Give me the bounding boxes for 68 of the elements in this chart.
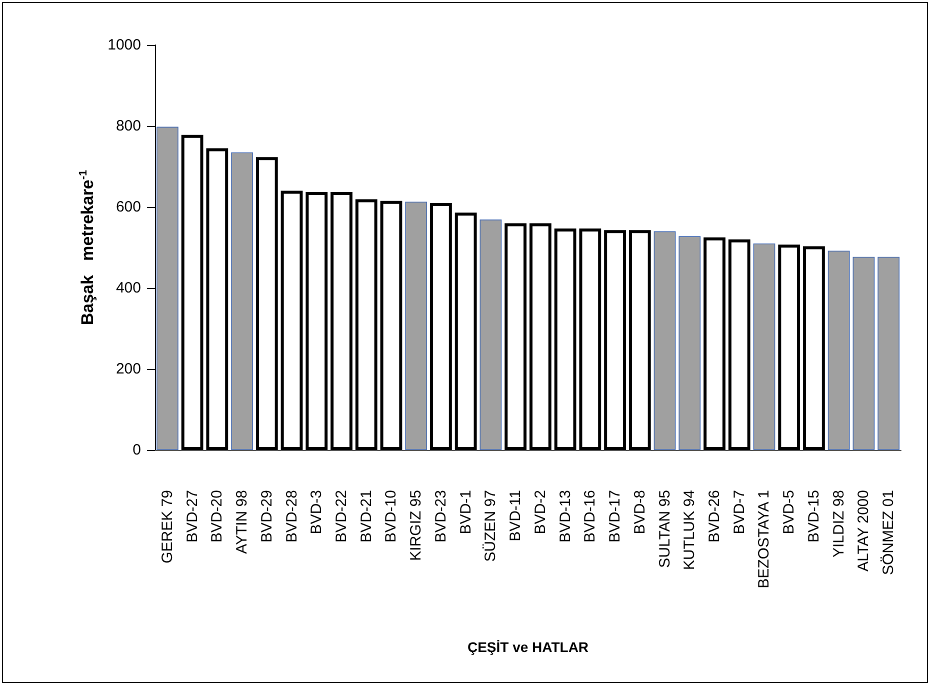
bar (480, 220, 502, 450)
x-tick-label: BVD-29 (258, 490, 276, 543)
y-tick-label: 800 (116, 118, 141, 134)
bar (330, 192, 352, 450)
y-tick-label: 600 (116, 198, 141, 216)
bar (454, 212, 477, 450)
bar (554, 228, 576, 450)
y-tick-label: 0 (132, 442, 141, 458)
bar (654, 231, 676, 450)
bar (678, 236, 701, 450)
bar (156, 126, 178, 450)
bar (803, 246, 825, 450)
bar (306, 192, 328, 450)
bar (280, 190, 303, 450)
x-tick-label: GEREK 79 (158, 490, 176, 564)
y-tick-label: 200 (116, 360, 141, 378)
bar (529, 223, 552, 450)
bar (380, 200, 402, 450)
x-tick-label: BVD-13 (556, 490, 574, 543)
bar (355, 199, 378, 450)
x-tick-label: SULTAN 95 (656, 490, 674, 568)
x-tick-label: BVD-5 (780, 490, 798, 534)
x-tick-label: BEZOSTAYA 1 (756, 490, 773, 588)
x-tick-label: KUTLUK 94 (681, 490, 698, 570)
bar (206, 148, 228, 450)
bar (753, 243, 776, 450)
bar (628, 230, 651, 450)
x-tick-label: BVD-16 (582, 490, 599, 543)
bar (504, 223, 527, 450)
bar (231, 152, 253, 450)
bar (778, 244, 800, 450)
x-tick-label: BVD-27 (184, 490, 201, 543)
bar (430, 202, 452, 450)
y-axis-title: Başak metrekare-1 (78, 170, 97, 326)
bar (256, 157, 278, 450)
bar (728, 239, 750, 450)
y-tick-label: 400 (116, 280, 141, 296)
x-tick-label: BVD-8 (631, 490, 648, 534)
x-tick-label: SÜZEN 97 (482, 490, 500, 562)
x-tick-label: BVD-23 (432, 490, 450, 543)
y-tick-label: 1000 (108, 36, 141, 54)
bar (405, 202, 428, 450)
x-tick-label: BVD-7 (730, 490, 748, 534)
x-tick-label: BVD-3 (308, 490, 326, 534)
x-tick-label: YILDIZ 98 (830, 490, 848, 558)
bar (181, 134, 204, 450)
x-tick-label: AYTIN 98 (234, 490, 251, 554)
x-tick-label: BVD-10 (382, 490, 400, 543)
x-tick-label: BVD-26 (706, 490, 723, 543)
bar (852, 256, 875, 450)
bar (604, 230, 626, 450)
x-tick-label: KIRGIZ 95 (408, 490, 425, 561)
bar (704, 237, 726, 450)
x-tick-label: BVD-2 (532, 490, 549, 534)
x-tick-label: BVD-22 (333, 490, 350, 543)
x-tick-label: BVD-28 (283, 490, 300, 543)
x-tick-label: BVD-15 (805, 490, 822, 543)
x-axis-title: ÇEŞİT ve HATLAR (467, 639, 589, 655)
x-tick-label: BVD-1 (457, 490, 474, 534)
x-tick-label: SÖNMEZ 01 (880, 490, 898, 576)
x-tick-label: BVD-20 (208, 490, 226, 543)
x-tick-label: ALTAY 2000 (855, 490, 872, 572)
bar (828, 250, 850, 450)
x-tick-label: BVD-21 (358, 490, 375, 543)
x-tick-label: BVD-17 (606, 490, 624, 543)
x-tick-label: BVD-11 (507, 490, 524, 542)
bar (878, 256, 900, 450)
bar (579, 228, 602, 450)
